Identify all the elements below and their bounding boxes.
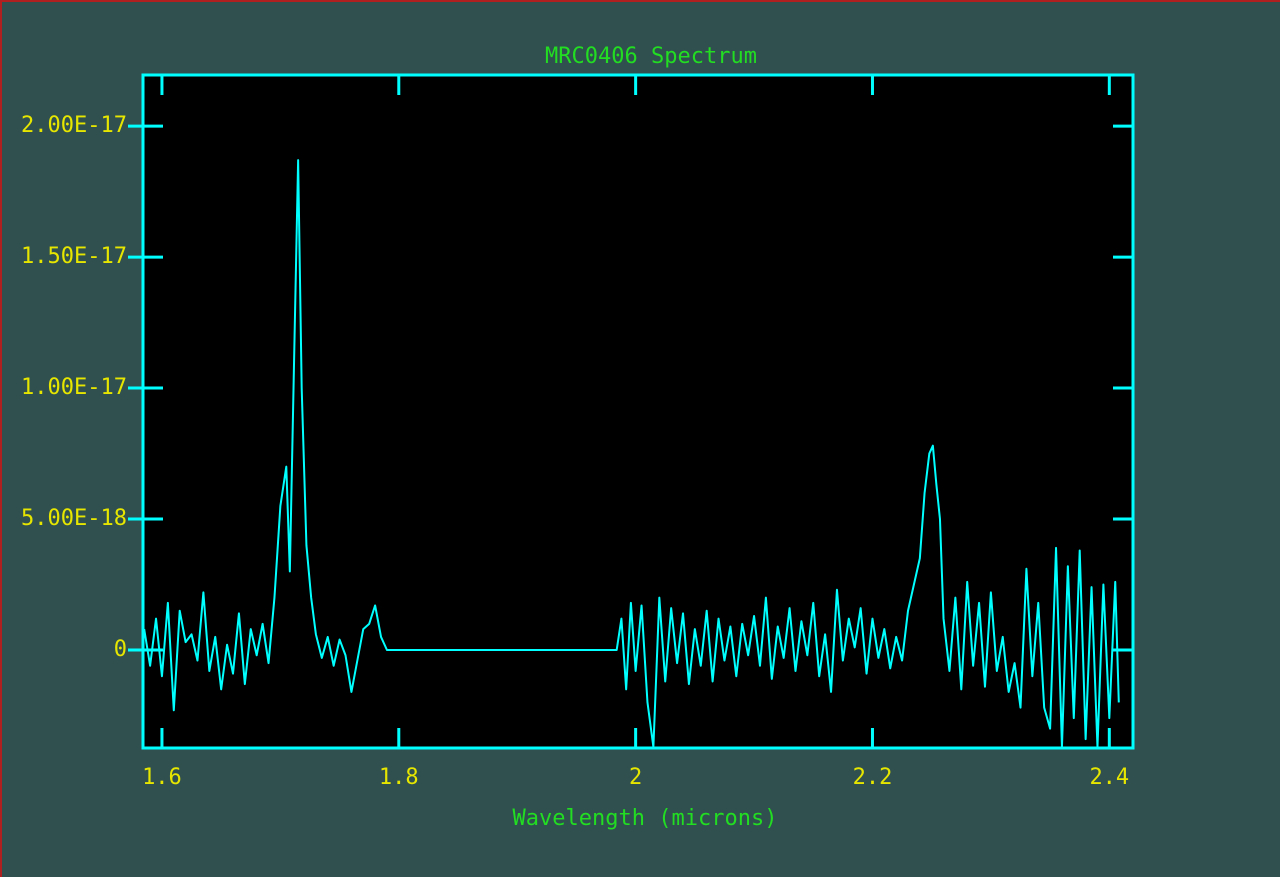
- window-border-top: [0, 0, 1280, 2]
- x-tick-label: 1.8: [379, 765, 419, 790]
- x-tick-label: 2.2: [853, 765, 893, 790]
- y-tick-label: 2.00E-17: [21, 113, 127, 138]
- spectrum-line: [143, 159, 1120, 748]
- chart-title: MRC0406 Spectrum: [545, 44, 757, 69]
- y-tick-label: 1.00E-17: [21, 375, 127, 400]
- x-tick-label: 2: [629, 765, 642, 790]
- x-axis-label: Wavelength (microns): [513, 806, 778, 831]
- plot-frame: [141, 73, 1135, 750]
- x-tick-label: 1.6: [142, 765, 182, 790]
- plot-marks: [143, 159, 1120, 748]
- y-tick-label: 0: [114, 637, 127, 662]
- y-tick-label: 5.00E-18: [21, 506, 127, 531]
- x-tick-label: 2.4: [1089, 765, 1129, 790]
- y-tick-label: 1.50E-17: [21, 244, 127, 269]
- window-border-left: [0, 0, 2, 877]
